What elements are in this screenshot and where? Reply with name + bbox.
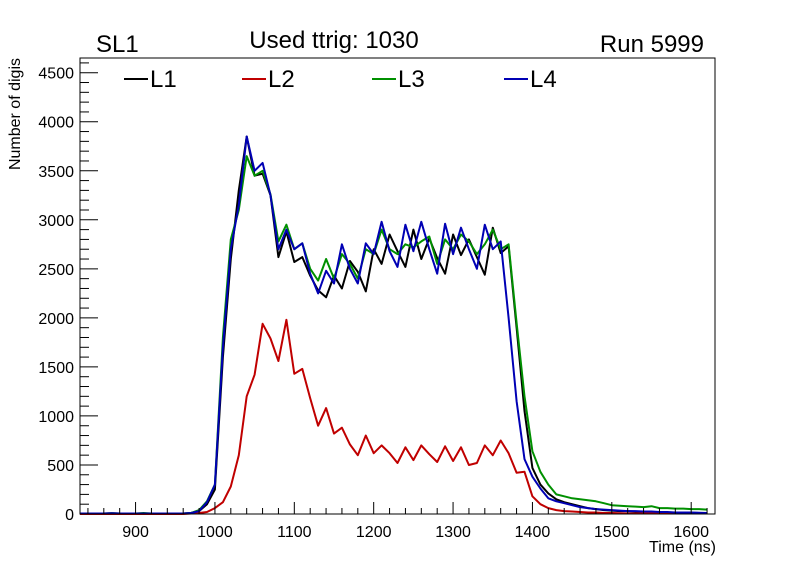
run-label: Run 5999 bbox=[600, 31, 704, 58]
legend-label-l3: L3 bbox=[398, 66, 425, 93]
x-tick-label: 1000 bbox=[197, 524, 233, 541]
y-tick-label: 0 bbox=[65, 507, 74, 524]
chart-title: Used ttrig: 1030 bbox=[249, 27, 418, 54]
x-tick-label: 1500 bbox=[594, 524, 630, 541]
x-tick-label: 1200 bbox=[356, 524, 392, 541]
x-tick-label: 900 bbox=[122, 524, 149, 541]
legend-label-l4: L4 bbox=[530, 66, 557, 93]
series-line-l4 bbox=[80, 135, 708, 515]
x-tick-label: 1600 bbox=[673, 524, 709, 541]
y-tick-label: 2500 bbox=[38, 262, 74, 279]
y-tick-label: 4500 bbox=[38, 66, 74, 83]
y-tick-label: 500 bbox=[47, 458, 74, 475]
x-tick-label: 1300 bbox=[435, 524, 471, 541]
legend-label-l1: L1 bbox=[150, 66, 177, 93]
legend: L1 L2 L3 L4 bbox=[124, 66, 557, 93]
y-tick-label: 2000 bbox=[38, 311, 74, 328]
x-tick-label: 1400 bbox=[515, 524, 551, 541]
y-tick-label: 3500 bbox=[38, 164, 74, 181]
x-axis-label: Time (ns) bbox=[649, 539, 716, 556]
axes-layer: 900 1000 1100 1200 1300 1400 1500 1600 0 500 1000 1… bbox=[38, 62, 709, 541]
sector-label: SL1 bbox=[96, 31, 139, 58]
plot-frame bbox=[79, 57, 716, 515]
legend-label-l2: L2 bbox=[268, 66, 295, 93]
y-tick-label: 4000 bbox=[38, 115, 74, 132]
y-tick-label: 1500 bbox=[38, 360, 74, 377]
x-tick-label: 1100 bbox=[277, 524, 312, 541]
y-tick-label: 3000 bbox=[38, 213, 74, 230]
y-axis-label: Number of digis bbox=[7, 58, 24, 170]
y-tick-label: 1000 bbox=[38, 409, 74, 426]
